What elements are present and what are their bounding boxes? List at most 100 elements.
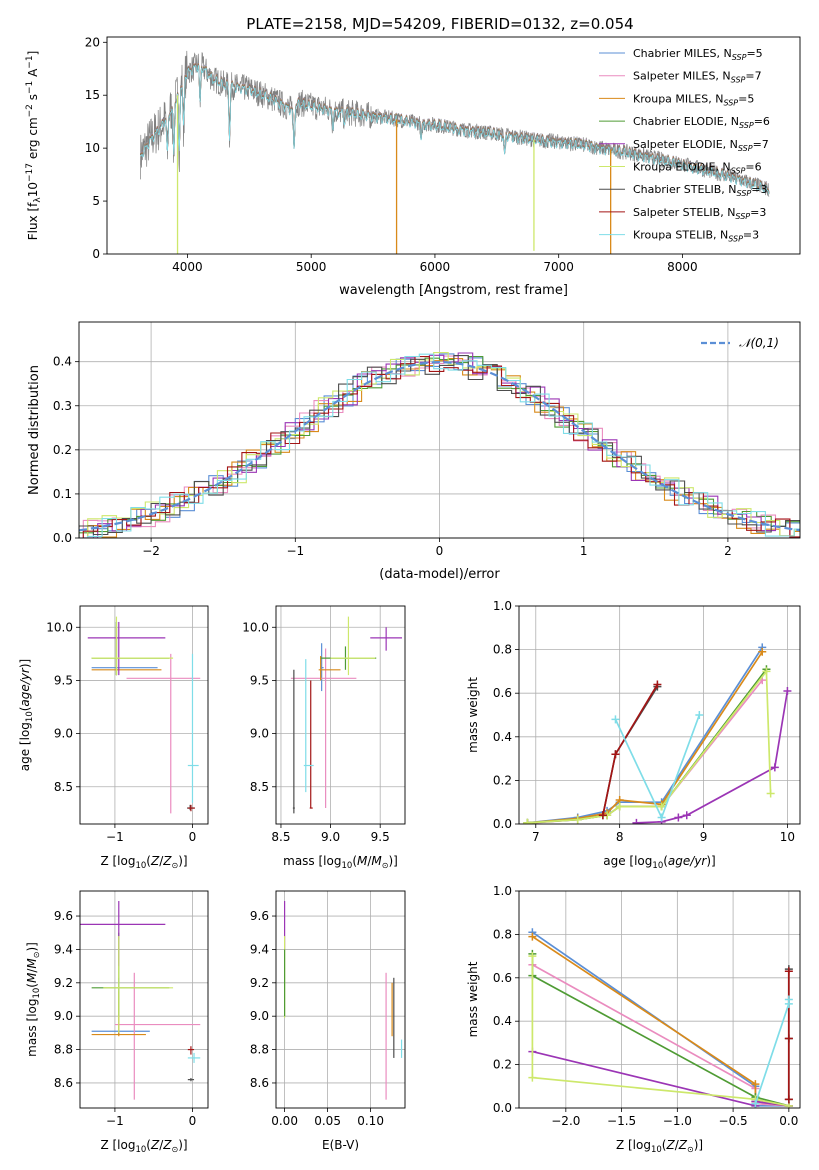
y-tick-label: 8.8: [250, 1043, 269, 1057]
data-point-marker: [528, 932, 537, 941]
x-axis-label: Z [log10(Z/Z⊙)]: [616, 1138, 703, 1155]
data-point-marker: [657, 802, 666, 811]
italic: age/yr: [668, 854, 707, 868]
legend-value: =7: [745, 70, 761, 83]
data-point-marker: [784, 995, 793, 1004]
x-tick-label: 0: [436, 544, 444, 558]
x-tick-label: 0.00: [271, 1114, 298, 1128]
mass-weight-line: [527, 668, 768, 824]
mass-weight-line: [531, 956, 789, 1107]
subscript: 10: [135, 1145, 146, 1155]
superscript: −1: [25, 55, 35, 68]
figure-title: PLATE=2158, MJD=54209, FIBERID=0132, z=0…: [246, 15, 633, 33]
y-tick-label: 9.0: [54, 1009, 73, 1023]
x-tick-label: 9.5: [371, 830, 390, 844]
plot-area: [528, 928, 793, 1108]
mass-weight-line: [527, 651, 764, 824]
y-tick-label: 0.0: [53, 531, 72, 545]
paren: )]: [178, 1138, 187, 1152]
x-tick-label: −1: [106, 1114, 124, 1128]
data-point-marker: [766, 789, 775, 798]
paren: )]: [706, 854, 715, 868]
subscript: 10: [341, 861, 352, 871]
mass-vs-metallicity-panel: −1 0 8.6 8.8 9.0 9.2 9.4 9.6 Z [log10(Z/Z⊙)] mass…: [25, 890, 209, 1155]
italic: age/yr: [18, 667, 32, 706]
y-tick-label: 9.5: [250, 673, 269, 687]
legend-label: Salpeter MILES, NSSP=7: [633, 70, 762, 85]
unit: A: [26, 68, 40, 81]
data-point-marker: [695, 711, 704, 719]
y-tick-label: 9.6: [54, 909, 73, 923]
age-vs-metallicity-panel: −1 0 8.5 9.0 9.5 10.0 Z [log10(Z/Z⊙)] age [log1…: [18, 605, 209, 871]
data-point-marker: [674, 813, 683, 822]
x-axis-label: mass [log10(M/M⊙)]: [283, 854, 398, 871]
x-tick-label: 7: [532, 830, 540, 844]
superscript: −2: [25, 104, 35, 117]
mass-weight-line: [527, 646, 764, 824]
age-vs-mass-panel: 8.5 9.0 9.5 8.5 9.0 9.5 10.0 mass [log10(M/M⊙)]: [242, 605, 406, 871]
y-tick-label: 0.4: [493, 730, 512, 744]
x-axis-label: age [log10(age/yr)]: [603, 854, 715, 871]
y-tick-label: 10: [85, 141, 100, 155]
data-point-marker: [783, 687, 792, 696]
data-point-marker: [528, 1073, 537, 1082]
subscript: ⊙: [32, 952, 41, 959]
subscript: ⊙: [687, 1145, 694, 1154]
y-tick-label: 0.6: [493, 971, 512, 985]
axes-frame: [518, 605, 801, 825]
y-tick-label: 9.0: [250, 727, 269, 741]
italic: Z: [150, 1138, 160, 1152]
y-tick-label: 1.0: [493, 884, 512, 898]
x-axis-label: (data-model)/error: [379, 567, 500, 582]
legend-value: =5: [738, 92, 754, 105]
y-axis-label: mass [log10(M/M⊙)]: [25, 942, 42, 1057]
massweight-vs-age-panel: 7 8 9 10 0.0 0.2 0.4 0.6 0.8 1.0 age [log10(age/yr…: [466, 599, 801, 871]
x-tick-label: −0.5: [719, 1114, 748, 1128]
slash: /: [25, 968, 39, 973]
y-axis-label: age [log10(age/yr)]: [18, 659, 35, 771]
paren: )]: [18, 659, 32, 668]
subscript: SSP: [728, 235, 743, 244]
x-tick-label: 5000: [296, 260, 327, 274]
paren: (: [146, 854, 151, 868]
data-point-marker: [770, 763, 779, 772]
plot-area: [80, 901, 201, 1100]
slash: /: [159, 1138, 164, 1152]
paren: )]: [25, 942, 39, 951]
axes-frame: [79, 605, 209, 825]
data-point-marker: [784, 1095, 793, 1104]
x-tick-label: 9.0: [321, 830, 340, 844]
y-tick-label: 0.0: [493, 1101, 512, 1115]
slash: /: [367, 854, 372, 868]
y-tick-label: 9.2: [250, 976, 269, 990]
legend-value: =5: [746, 47, 762, 60]
y-tick-label: 0.2: [493, 773, 512, 787]
legend-label: Chabrier STELIB, NSSP=3: [633, 183, 767, 198]
mass-vs-ebv-panel: 0.00 0.05 0.10 8.6 8.8 9.0 9.2 9.4 9.6 E(B-V): [250, 890, 406, 1152]
data-point-marker: [751, 1099, 760, 1108]
legend-label: 𝒩(0,1): [739, 336, 779, 350]
spectrum-panel: 4000 5000 6000 7000 8000 0 5 10 15 20 wavelength […: [25, 35, 801, 298]
mass-weight-line: [636, 690, 789, 824]
paren: )]: [388, 854, 397, 868]
axes-frame: [518, 890, 801, 1109]
mass-weight-line: [754, 999, 790, 1104]
y-tick-label: 9.4: [250, 942, 269, 956]
paren: (: [146, 1138, 151, 1152]
axes-frame: [275, 605, 406, 825]
unit: s: [26, 94, 40, 104]
y-tick-label: 10.0: [46, 620, 73, 634]
subscript: ⊙: [171, 1145, 178, 1154]
legend-value: =6: [754, 115, 770, 128]
y-tick-label: 15: [85, 88, 100, 102]
data-point-marker: [784, 1034, 793, 1043]
x-tick-label: −1: [286, 544, 304, 558]
y-tick-label: 5: [92, 194, 100, 208]
model-spectrum-line: [140, 64, 770, 195]
axes-frame: [275, 890, 406, 1109]
x-tick-label: −1: [106, 830, 124, 844]
unit: 10: [26, 182, 40, 197]
x-tick-label: 7000: [543, 260, 574, 274]
mass-weight-line: [531, 964, 789, 1107]
y-tick-label: 0.8: [493, 927, 512, 941]
